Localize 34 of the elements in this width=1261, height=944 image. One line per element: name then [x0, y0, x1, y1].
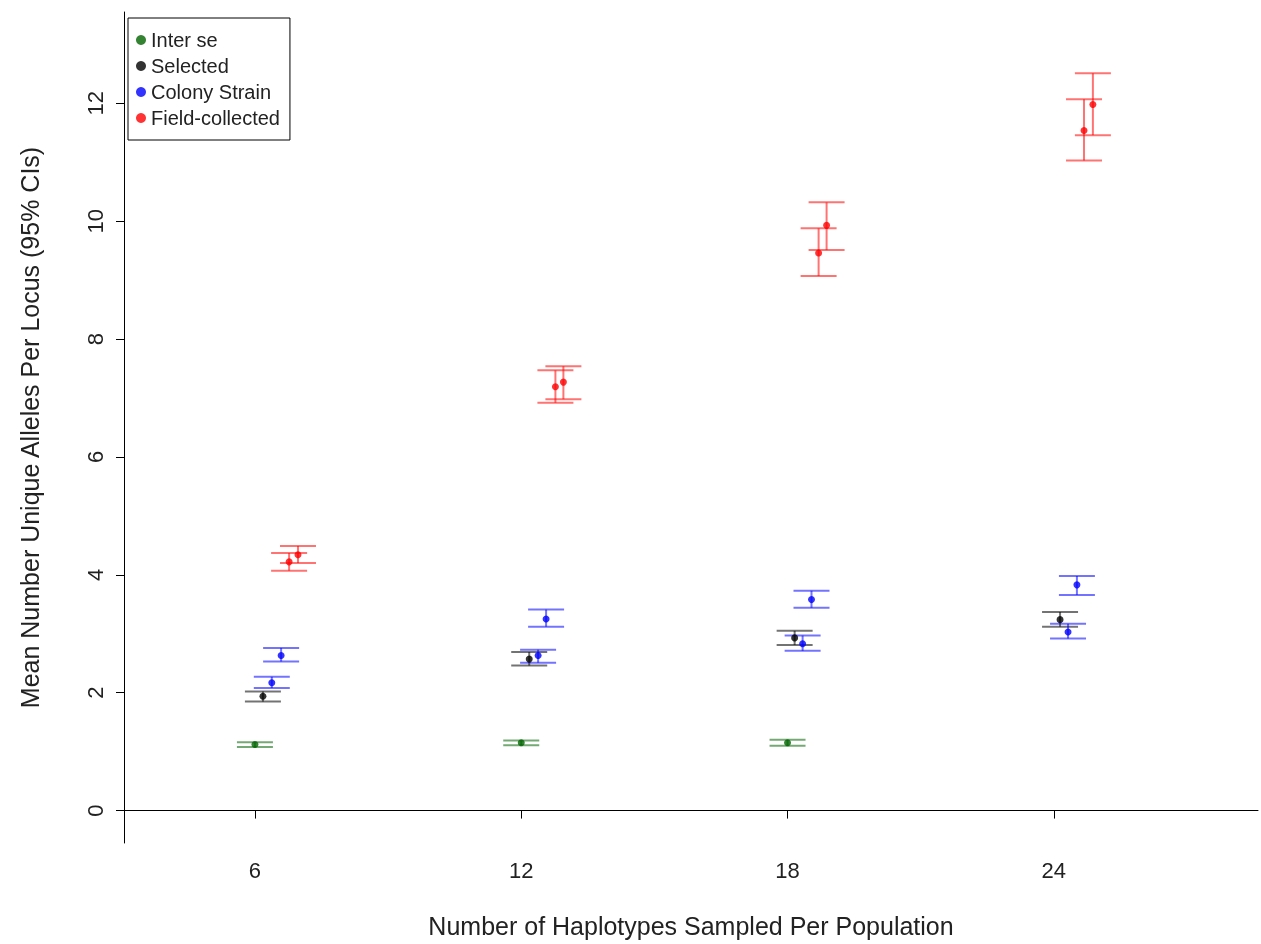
legend-label: Colony Strain [151, 81, 272, 103]
point [799, 640, 807, 648]
x-tick-label: 6 [248, 857, 262, 883]
point [277, 652, 285, 660]
point [294, 551, 302, 559]
legend-label: Selected [151, 55, 229, 77]
x-tick-label: 24 [1041, 857, 1067, 883]
y-tick-label: 2 [82, 686, 108, 699]
point [268, 679, 276, 687]
point [808, 596, 815, 604]
y-axis-title: Mean Number Unique Alleles Per Locus (95% CIs) [15, 146, 44, 709]
y-tick-label: 0 [82, 804, 108, 817]
point [815, 249, 823, 257]
legend-label: Inter se [151, 29, 218, 51]
point [1073, 581, 1081, 589]
x-tick-label: 18 [775, 857, 800, 883]
point [823, 221, 831, 229]
point [285, 558, 293, 566]
y-tick-label: 10 [82, 208, 108, 234]
point [559, 378, 567, 386]
point [534, 652, 542, 660]
point [551, 383, 559, 391]
point [1080, 126, 1088, 134]
x-axis-title: Number of Haplotypes Sampled Per Population [428, 911, 954, 940]
point [525, 655, 533, 663]
point [1056, 616, 1064, 624]
point [1089, 101, 1097, 109]
point [791, 634, 799, 642]
x-tick-label: 12 [508, 857, 534, 883]
y-tick-label: 8 [82, 332, 108, 346]
y-tick-label: 4 [82, 568, 108, 581]
y-tick-label: 12 [82, 91, 108, 116]
legend-label: Field-collected [151, 107, 280, 129]
y-tick-label: 6 [82, 450, 108, 464]
